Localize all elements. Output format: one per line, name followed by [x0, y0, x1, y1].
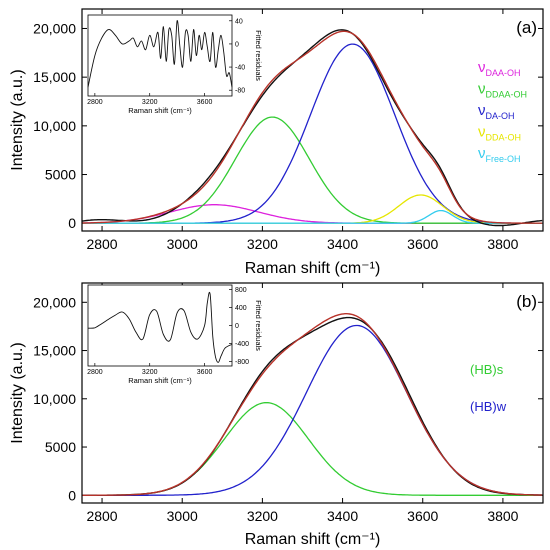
- x-tick-label: 2800: [86, 508, 117, 524]
- y-tick-label: 10,000: [33, 391, 76, 407]
- fitted-envelope: [82, 313, 543, 496]
- x-axis-title: Raman shift (cm⁻¹): [245, 260, 381, 277]
- curves: [82, 313, 543, 496]
- legend-subscript: DA-OH: [486, 111, 515, 121]
- legend-entry: νFree-OH: [478, 145, 521, 164]
- legend-symbol: ν: [478, 102, 486, 119]
- inset-y-tick-label: 0: [235, 323, 239, 330]
- x-tick-label: 3800: [487, 508, 518, 524]
- inset-y-tick-label: 0: [235, 41, 239, 48]
- x-tick-label: 3200: [247, 508, 278, 524]
- legend-symbol: (HB)s: [470, 362, 504, 377]
- plot-frame: [81, 282, 544, 504]
- y-tick-label: 15,000: [33, 69, 76, 85]
- legend-symbol: ν: [478, 124, 486, 141]
- x-tick-label: 3800: [487, 236, 518, 252]
- inset-y-tick-label: -80: [235, 88, 245, 95]
- legend-subscript: DDA-OH: [486, 133, 522, 143]
- curves: [82, 29, 543, 227]
- y-axis-title: Intensity (a.u.): [9, 69, 26, 170]
- inset-x-tick-label: 2800: [87, 369, 103, 376]
- inset-x-tick-label: 3200: [142, 99, 158, 106]
- panel-label: (a): [516, 18, 537, 37]
- legend-symbol: ν: [478, 145, 486, 162]
- inset-y-tick-label: 800: [235, 287, 247, 294]
- inset-y-axis-title: Fitted residuals: [254, 300, 263, 351]
- inset-y-axis-title: Fitted residuals: [254, 30, 263, 81]
- inset-y-tick-label: -400: [235, 341, 249, 348]
- inset: 2800 3200 3600 800 400 0 -400 -800 Raman shift (…: [87, 284, 263, 385]
- inset-y-tick-label: -800: [235, 359, 249, 366]
- inset-x-tick-label: 3600: [197, 369, 213, 376]
- legend-subscript: DAA-OH: [486, 68, 521, 78]
- residual-line: [87, 291, 233, 363]
- component-curve: [82, 401, 543, 496]
- x-tick-label: 2800: [86, 236, 117, 252]
- x-tick-label: 3000: [167, 236, 198, 252]
- inset-x-axis-title: Raman shift (cm⁻¹): [128, 106, 192, 115]
- residual-line: [87, 20, 233, 88]
- x-tick-label: 3600: [407, 236, 438, 252]
- x-tick-label: 3000: [167, 508, 198, 524]
- inset-y-tick-label: -40: [235, 65, 245, 72]
- x-tick-label: 3400: [327, 236, 358, 252]
- x-tick-label: 3600: [407, 508, 438, 524]
- y-tick-label: 20,000: [33, 20, 76, 36]
- x-tick-label: 3400: [327, 508, 358, 524]
- y-tick-label: 5000: [45, 439, 76, 455]
- x-tick-label: 3200: [247, 236, 278, 252]
- inset-x-axis-title: Raman shift (cm⁻¹): [128, 376, 192, 385]
- inset-y-tick-label: 400: [235, 305, 247, 312]
- inset-y-tick-label: 40: [235, 18, 243, 25]
- legend-entry: νDA-OH: [478, 102, 515, 121]
- plot-frame: [81, 8, 544, 232]
- component-curve: [82, 209, 543, 224]
- legend-symbol: ν: [478, 81, 486, 98]
- legend-symbol: ν: [478, 59, 486, 76]
- y-axis-title: Intensity (a.u.): [9, 342, 26, 443]
- legend-entry: νDDAA-OH: [478, 81, 527, 100]
- legend-symbol: (HB)w: [470, 399, 507, 414]
- legend-entry: νDDA-OH: [478, 124, 521, 143]
- panel-a: 2800 3000 3200 3400 3600 3800 0 5000 10,000 15,00…: [9, 8, 544, 277]
- fitted-envelope: [82, 30, 543, 224]
- legend-entry: (HB)s: [470, 362, 504, 377]
- y-tick-label: 20,000: [33, 294, 76, 310]
- legend-entry: (HB)w: [470, 399, 507, 414]
- component-curve: [82, 116, 543, 224]
- inset-x-tick-label: 3600: [197, 99, 213, 106]
- y-tick-label: 15,000: [33, 343, 76, 359]
- inset-x-tick-label: 3200: [142, 369, 158, 376]
- legend-subscript: DDAA-OH: [486, 90, 528, 100]
- y-tick-label: 0: [68, 487, 76, 503]
- panel-label: (b): [516, 292, 537, 311]
- panel-b: 2800 3000 3200 3400 3600 3800 0 5000 10,000 15,00…: [9, 282, 544, 548]
- y-tick-label: 0: [68, 215, 76, 231]
- legend-subscript: Free-OH: [486, 154, 521, 164]
- x-axis-title: Raman shift (cm⁻¹): [245, 531, 381, 548]
- inset: 2800 3200 3600 40 0 -40 -80 Raman shift (cm⁻¹) F…: [87, 14, 263, 115]
- y-tick-label: 5000: [45, 167, 76, 183]
- y-tick-label: 10,000: [33, 118, 76, 134]
- legend-entry: νDAA-OH: [478, 59, 521, 78]
- inset-x-tick-label: 2800: [87, 99, 103, 106]
